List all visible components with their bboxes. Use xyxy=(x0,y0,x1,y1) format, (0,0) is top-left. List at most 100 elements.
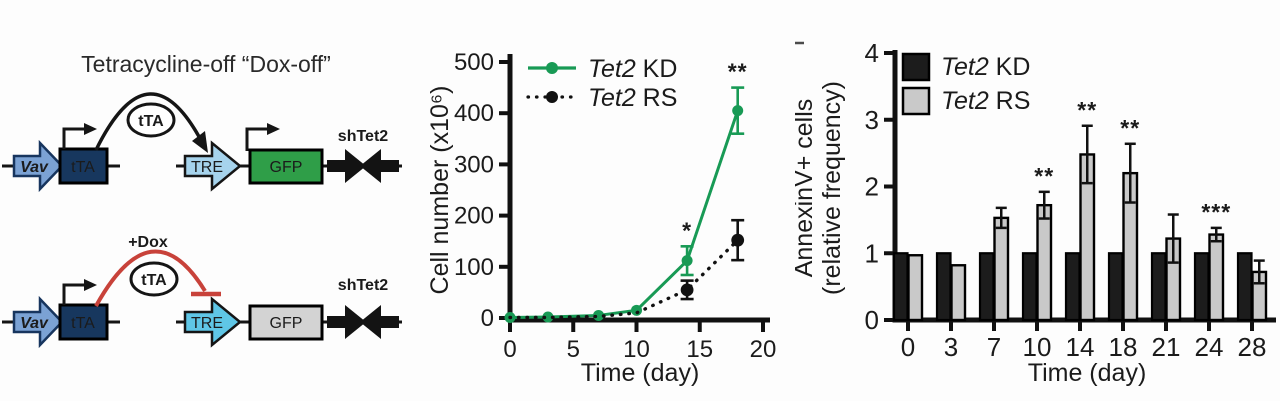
bar-rs xyxy=(907,254,924,322)
x-tick-label: 21 xyxy=(1152,332,1181,362)
bar-kd xyxy=(892,252,909,322)
y-tick-label: 500 xyxy=(454,49,494,76)
x-tick-label: 5 xyxy=(567,336,580,363)
bar-rs xyxy=(993,216,1010,322)
x-tick-label: 28 xyxy=(1238,332,1267,362)
tta-label: tTA xyxy=(71,315,95,332)
x-tick-label: 20 xyxy=(750,336,777,363)
x-tick-label: 7 xyxy=(987,332,1001,362)
gfp-label: GFP xyxy=(270,315,303,332)
vav-label: Vav xyxy=(20,159,49,176)
cell-number-line-chart: Cell number (x10⁶) Time (day) 0100200300… xyxy=(430,49,776,387)
tta-box xyxy=(58,147,109,185)
x-tick-label: 14 xyxy=(1066,332,1095,362)
promoter-bent-arrow xyxy=(245,127,267,151)
tre-label: TRE xyxy=(191,159,223,176)
y-tick-label: 400 xyxy=(454,100,494,127)
shrna-hairpin-icon xyxy=(327,305,366,339)
y-tick-label: 100 xyxy=(454,254,494,281)
diagram-title: Tetracycline-off “Dox-off” xyxy=(81,51,331,77)
legend-marker xyxy=(546,91,558,103)
construct-inhibited: Vav tTA +Dox tTA TRE GFP shTet2 xyxy=(2,234,402,349)
x-tick-label: 0 xyxy=(503,336,516,363)
legend-gene-name: Tet2 xyxy=(588,55,636,83)
dox-off-diagram: Tetracycline-off “Dox-off” Vav tTA tTA T… xyxy=(2,51,402,349)
tta-factor-ellipse xyxy=(126,102,176,138)
x-tick-label: 24 xyxy=(1195,332,1224,362)
y-axis-label-line1: AnnexinV+ cells xyxy=(795,99,818,278)
legend-swatch xyxy=(901,86,931,116)
significance-stars: ** xyxy=(728,59,748,85)
activation-arrowhead-icon xyxy=(192,131,208,153)
tta-factor-label: tTA xyxy=(138,113,164,130)
y-axis-label: Cell number (x10⁶) xyxy=(430,86,454,295)
construct-active: Vav tTA tTA TRE GFP shTet2 xyxy=(2,92,402,193)
tre-label: TRE xyxy=(191,315,223,332)
significance-stars: ** xyxy=(1077,97,1097,123)
shtet2-label: shTet2 xyxy=(338,277,388,294)
data-point-marker xyxy=(731,233,745,247)
x-tick-label: 15 xyxy=(686,336,713,363)
tre-element-arrow xyxy=(183,296,242,348)
bar-kd xyxy=(1021,252,1038,322)
y-tick-label: 1 xyxy=(865,238,879,268)
vav-promoter-arrow xyxy=(12,295,64,349)
legend-suffix: KD xyxy=(636,55,678,83)
y-tick-label: 3 xyxy=(865,105,879,135)
activation-arc xyxy=(94,92,206,151)
y-tick-label: 0 xyxy=(865,305,879,335)
dox-label: +Dox xyxy=(128,234,168,251)
gfp-box xyxy=(248,304,324,341)
legend-suffix: KD xyxy=(989,53,1031,81)
shtet2-label: shTet2 xyxy=(338,128,388,145)
inhibition-arc xyxy=(94,249,207,307)
y-tick-label: 200 xyxy=(454,203,494,230)
bar-kd xyxy=(978,252,995,322)
significance-stars: ** xyxy=(1120,115,1140,141)
bar-kd xyxy=(1150,252,1167,322)
legend-suffix: RS xyxy=(636,84,678,112)
shrna-hairpin-icon xyxy=(360,149,399,183)
series-line xyxy=(508,238,740,320)
bar-rs xyxy=(1036,203,1053,322)
data-point-marker xyxy=(681,255,693,267)
tre-element-arrow xyxy=(183,140,242,192)
promoter-arrowhead-icon xyxy=(267,123,280,135)
x-axis-label: Time (day) xyxy=(581,359,700,387)
data-point-marker xyxy=(631,304,642,316)
bar-kd xyxy=(935,252,952,322)
gfp-box xyxy=(248,148,324,185)
legend-label: Tet2 KD xyxy=(588,55,677,83)
vav-promoter-arrow xyxy=(12,139,64,193)
significance-stars: ** xyxy=(1034,163,1054,189)
tta-box xyxy=(58,303,109,341)
shrna-hairpin-icon xyxy=(360,305,399,339)
bar-kd xyxy=(1064,252,1081,322)
y-tick-label: 4 xyxy=(865,38,879,68)
x-tick-label: 10 xyxy=(1023,332,1052,362)
series-line xyxy=(509,110,740,319)
promoter-bent-arrow xyxy=(62,127,84,149)
legend-marker xyxy=(546,62,558,74)
tta-factor-label: tTA xyxy=(141,272,167,289)
x-tick-label: 0 xyxy=(901,332,915,362)
y-tick-label: 0 xyxy=(481,305,494,332)
legend-gene-name: Tet2 xyxy=(941,87,989,115)
tta-factor-ellipse xyxy=(129,261,179,297)
data-point-marker xyxy=(680,283,694,297)
data-point-marker xyxy=(732,105,744,117)
promoter-arrowhead-icon xyxy=(84,279,97,291)
bar-rs xyxy=(1208,233,1225,322)
vav-label: Vav xyxy=(20,315,49,332)
bar-kd xyxy=(1236,252,1253,322)
legend-swatch xyxy=(901,52,931,82)
data-point-marker xyxy=(542,311,554,323)
annexinv-bar-chart: AnnexinV+ cells (relative frequency) Tim… xyxy=(795,38,1276,387)
gfp-label: GFP xyxy=(270,159,303,176)
promoter-arrowhead-icon xyxy=(84,123,97,135)
x-axis-label: Time (day) xyxy=(1028,359,1147,387)
x-tick-label: 18 xyxy=(1109,332,1138,362)
legend-label: Tet2 RS xyxy=(588,84,677,112)
